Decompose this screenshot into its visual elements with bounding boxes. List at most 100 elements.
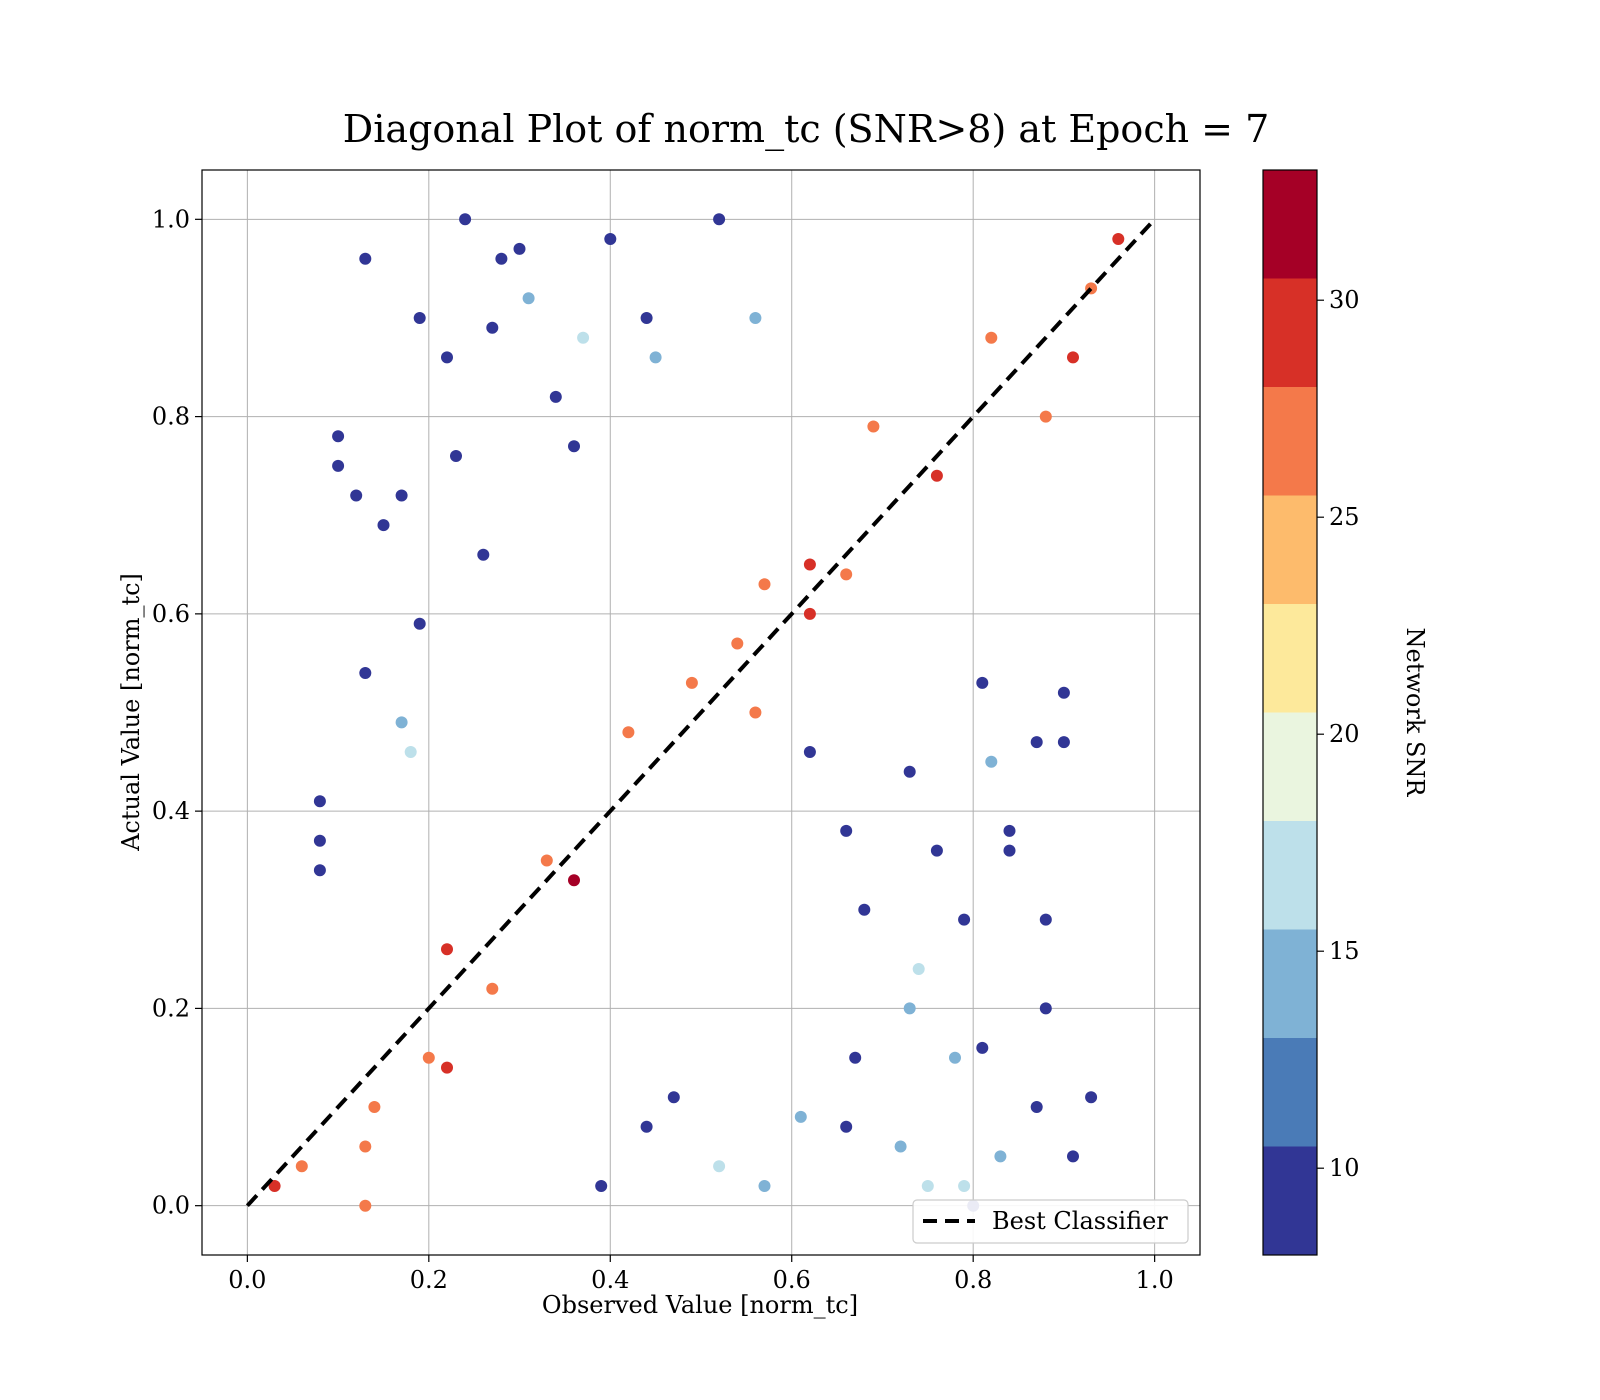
- scatter-point: [395, 716, 408, 729]
- scatter-point: [1030, 1101, 1043, 1113]
- scatter-point: [359, 252, 372, 265]
- legend: Best Classifier: [912, 1199, 1189, 1244]
- colorbar-tick-label: 20: [1329, 720, 1360, 748]
- scatter-point: [976, 1041, 989, 1054]
- scatter-point: [1003, 824, 1016, 837]
- scatter-point: [350, 489, 363, 502]
- scatter-point: [749, 312, 762, 324]
- scatter-point: [622, 726, 635, 739]
- scatter-point: [332, 430, 345, 443]
- chart-title: Diagonal Plot of norm_tc (SNR>8) at Epoc…: [343, 107, 1270, 152]
- x-tick-label: 0.2: [410, 1266, 448, 1294]
- colorbar-bin: [1263, 929, 1317, 1038]
- y-axis-label: Actual Value [norm_tc]: [117, 573, 145, 852]
- scatter-points: [268, 213, 1125, 1212]
- scatter-point: [867, 420, 880, 433]
- scatter-point: [994, 1150, 1007, 1163]
- x-tick-label: 0.8: [954, 1266, 992, 1294]
- scatter-point: [268, 1180, 281, 1192]
- scatter-point: [985, 331, 998, 344]
- y-tick-label: 0.0: [152, 1192, 190, 1220]
- scatter-point: [649, 351, 662, 364]
- scatter-point: [640, 312, 653, 324]
- scatter-point: [1112, 233, 1125, 245]
- scatter-point: [441, 351, 453, 364]
- scatter-point: [395, 489, 408, 502]
- colorbar-label: Network SNR: [1401, 628, 1429, 798]
- legend-label: Best Classifier: [992, 1207, 1168, 1235]
- colorbar-bin: [1263, 495, 1317, 604]
- scatter-point: [903, 1002, 916, 1015]
- y-axis-ticks: 0.0 0.2 0.4 0.6 0.8 1.0: [152, 205, 202, 1220]
- scatter-point: [377, 519, 390, 532]
- scatter-point: [685, 676, 698, 689]
- scatter-point: [1039, 410, 1052, 423]
- colorbar-tick-label: 15: [1329, 937, 1360, 965]
- scatter-point: [1039, 1002, 1052, 1015]
- colorbar-bin: [1263, 821, 1317, 930]
- scatter-point: [332, 459, 345, 472]
- x-axis-ticks: 0.0 0.2 0.4 0.6 0.8 1.0: [228, 1255, 1174, 1294]
- y-tick-label: 0.4: [152, 797, 190, 825]
- scatter-point: [640, 1120, 653, 1133]
- scatter-point: [921, 1180, 934, 1192]
- scatter-point: [568, 874, 580, 887]
- colorbar-tick-label: 10: [1329, 1154, 1360, 1182]
- colorbar-bin: [1263, 278, 1317, 387]
- scatter-point: [513, 242, 526, 255]
- scatter-point: [486, 321, 499, 334]
- scatter-point: [295, 1160, 308, 1173]
- scatter-point: [477, 548, 490, 561]
- scatter-point: [794, 1110, 807, 1123]
- scatter-point: [450, 450, 462, 462]
- scatter-point: [313, 834, 326, 847]
- colorbar-bin: [1263, 604, 1317, 713]
- colorbar-tick-label: 25: [1329, 503, 1360, 531]
- scatter-point: [749, 706, 762, 719]
- scatter-point: [840, 1120, 853, 1133]
- scatter-point: [1030, 736, 1043, 749]
- scatter-point: [976, 676, 989, 689]
- scatter-point: [413, 617, 426, 630]
- scatter-point: [549, 390, 562, 403]
- scatter-point: [903, 765, 916, 778]
- scatter-point: [894, 1140, 907, 1153]
- scatter-point: [359, 1199, 372, 1212]
- scatter-point: [313, 864, 326, 877]
- scatter-point: [522, 292, 535, 305]
- scatter-point: [577, 331, 590, 344]
- scatter-point: [758, 1180, 771, 1192]
- scatter-point: [912, 963, 925, 975]
- scatter-point: [459, 213, 472, 226]
- scatter-point: [368, 1101, 381, 1113]
- scatter-point: [604, 233, 617, 245]
- scatter-point: [731, 637, 744, 650]
- y-tick-label: 0.6: [152, 600, 190, 628]
- y-tick-label: 0.2: [152, 994, 190, 1022]
- y-tick-label: 1.0: [152, 205, 190, 233]
- scatter-point: [441, 1061, 453, 1074]
- scatter-point: [495, 252, 508, 265]
- scatter-point: [758, 578, 771, 591]
- best-classifier-line: [245, 217, 1157, 1208]
- scatter-point: [486, 982, 499, 995]
- scatter-point: [1085, 1091, 1098, 1104]
- scatter-point: [313, 795, 326, 808]
- colorbar: [1263, 170, 1317, 1255]
- scatter-point: [930, 469, 943, 482]
- scatter-point: [667, 1091, 680, 1104]
- colorbar-tick-label: 30: [1329, 286, 1360, 314]
- scatter-point: [840, 568, 853, 581]
- x-tick-label: 0.4: [591, 1266, 629, 1294]
- x-tick-label: 1.0: [1136, 1266, 1174, 1294]
- scatter-point: [1057, 686, 1070, 699]
- scatter-point: [1067, 351, 1079, 364]
- colorbar-bin: [1263, 712, 1317, 821]
- scatter-point: [441, 943, 453, 956]
- colorbar-ticks: 10 15 20 25 30: [1317, 286, 1360, 1182]
- scatter-point: [1003, 844, 1016, 857]
- x-tick-label: 0.6: [773, 1266, 811, 1294]
- scatter-point: [713, 1160, 726, 1173]
- scatter-point: [540, 854, 553, 867]
